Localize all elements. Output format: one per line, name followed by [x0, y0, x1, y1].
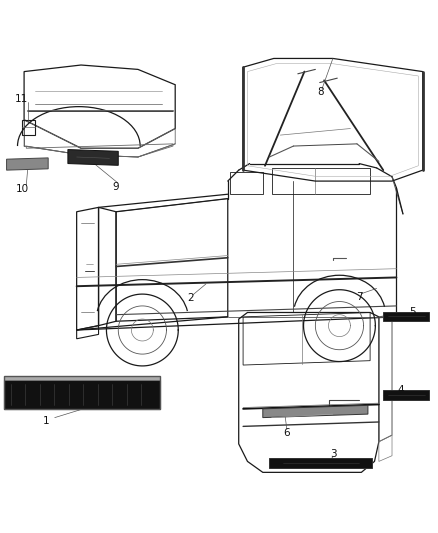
Polygon shape: [7, 158, 48, 170]
Polygon shape: [263, 405, 368, 418]
Text: 4: 4: [398, 385, 405, 395]
Text: 11: 11: [14, 94, 28, 104]
Polygon shape: [68, 150, 118, 165]
Text: 10: 10: [16, 183, 29, 193]
Polygon shape: [383, 312, 429, 321]
Polygon shape: [269, 458, 372, 468]
Text: 3: 3: [330, 449, 337, 459]
Text: 2: 2: [187, 294, 194, 303]
FancyBboxPatch shape: [4, 376, 160, 381]
FancyBboxPatch shape: [4, 381, 160, 409]
Text: 1: 1: [42, 416, 49, 426]
Text: 5: 5: [409, 308, 416, 318]
Text: 6: 6: [283, 428, 290, 438]
Text: 9: 9: [113, 182, 120, 192]
Text: 8: 8: [317, 87, 324, 97]
Text: 7: 7: [356, 292, 363, 302]
Polygon shape: [383, 391, 429, 400]
